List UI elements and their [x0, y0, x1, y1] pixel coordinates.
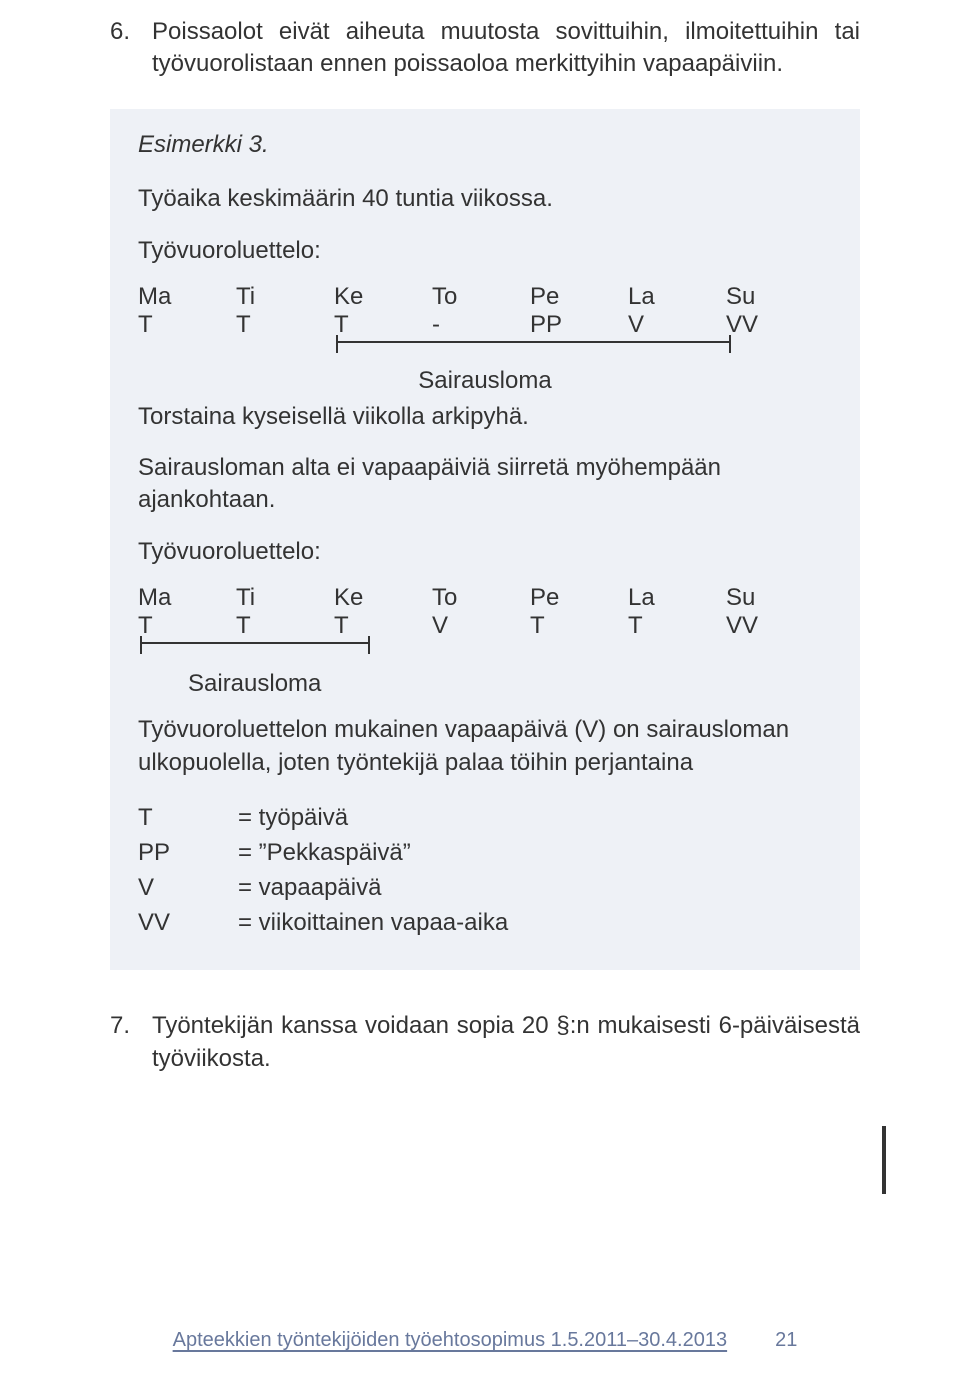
day-header: Ke	[334, 283, 432, 311]
day-header: Pe	[530, 584, 628, 612]
day-value: T	[628, 612, 726, 640]
bracket-row-1	[138, 341, 832, 363]
day-value: VV	[726, 311, 824, 339]
day-value: T	[138, 612, 236, 640]
sick-leave-bracket	[140, 642, 370, 656]
sick-leave-label: Sairausloma	[188, 670, 832, 698]
day-value: T	[236, 311, 334, 339]
legend-key: T	[138, 801, 238, 836]
legend-key: VV	[138, 906, 238, 941]
day-value: V	[432, 612, 530, 640]
day-header: To	[432, 283, 530, 311]
day-value: VV	[726, 612, 824, 640]
day-value: -	[432, 311, 530, 339]
legend-row: V = vapaapäivä	[138, 871, 832, 906]
legend: T = työpäivä PP = ”Pekkaspäivä” V = vapa…	[138, 801, 832, 940]
schedule-header-row: Ma Ti Ke To Pe La Su	[138, 283, 832, 311]
legend-row: VV = viikoittainen vapaa-aika	[138, 906, 832, 941]
schedule1-note: Torstaina kyseisellä viikolla arkipyhä.	[138, 401, 832, 433]
schedule2-note: Työvuoroluettelon mukainen vapaapäivä (V…	[138, 714, 832, 779]
example-box: Esimerkki 3. Työaika keskimäärin 40 tunt…	[110, 109, 860, 971]
day-header: To	[432, 584, 530, 612]
day-value: T	[138, 311, 236, 339]
day-header: La	[628, 283, 726, 311]
day-value: PP	[530, 311, 628, 339]
schedule-table-2: Ma Ti Ke To Pe La Su T T T V T T VV	[138, 584, 832, 664]
example-intro: Työaika keskimäärin 40 tuntia viikossa.	[138, 183, 832, 215]
footer-title: Apteekkien työntekijöiden työehtosopimus…	[173, 1329, 727, 1352]
day-header: Ma	[138, 584, 236, 612]
sick-leave-label: Sairausloma	[138, 367, 832, 395]
day-value: T	[334, 612, 432, 640]
day-header: Ke	[334, 584, 432, 612]
list-item-7: 7. Työntekijän kanssa voidaan sopia 20 §…	[110, 1010, 860, 1075]
footer-page-number: 21	[775, 1329, 797, 1352]
mid-paragraph: Sairausloman alta ei vapaapäiviä siirret…	[138, 452, 832, 517]
page-footer: Apteekkien työntekijöiden työehtosopimus…	[0, 1329, 960, 1352]
schedule-label-2: Työvuoroluettelo:	[138, 538, 832, 566]
margin-change-bar	[882, 1126, 886, 1194]
legend-row: PP = ”Pekkaspäivä”	[138, 836, 832, 871]
item-text: Työntekijän kanssa voidaan sopia 20 §:n …	[152, 1010, 860, 1075]
day-header: Ma	[138, 283, 236, 311]
day-value: T	[530, 612, 628, 640]
item-text: Poissaolot eivät aiheuta muutosta sovitt…	[152, 16, 860, 81]
legend-value: = ”Pekkaspäivä”	[238, 836, 832, 871]
day-value: T	[236, 612, 334, 640]
legend-row: T = työpäivä	[138, 801, 832, 836]
day-header: Ti	[236, 584, 334, 612]
day-header: Su	[726, 584, 824, 612]
legend-key: V	[138, 871, 238, 906]
schedule-header-row: Ma Ti Ke To Pe La Su	[138, 584, 832, 612]
bracket-row-2	[138, 642, 832, 664]
schedule-table-1: Ma Ti Ke To Pe La Su T T T - PP V VV	[138, 283, 832, 363]
schedule-label-1: Työvuoroluettelo:	[138, 237, 832, 265]
sick-leave-bracket	[336, 341, 731, 355]
schedule-value-row: T T T V T T VV	[138, 612, 832, 640]
legend-key: PP	[138, 836, 238, 871]
day-header: La	[628, 584, 726, 612]
legend-value: = vapaapäivä	[238, 871, 832, 906]
day-header: Su	[726, 283, 824, 311]
day-value: V	[628, 311, 726, 339]
day-header: Ti	[236, 283, 334, 311]
day-value: T	[334, 311, 432, 339]
legend-value: = viikoittainen vapaa-aika	[238, 906, 832, 941]
item-marker: 6.	[110, 16, 152, 48]
legend-value: = työpäivä	[238, 801, 832, 836]
list-item-6: 6. Poissaolot eivät aiheuta muutosta sov…	[110, 0, 860, 81]
day-header: Pe	[530, 283, 628, 311]
schedule-value-row: T T T - PP V VV	[138, 311, 832, 339]
item-marker: 7.	[110, 1010, 152, 1042]
example-heading: Esimerkki 3.	[138, 131, 832, 159]
